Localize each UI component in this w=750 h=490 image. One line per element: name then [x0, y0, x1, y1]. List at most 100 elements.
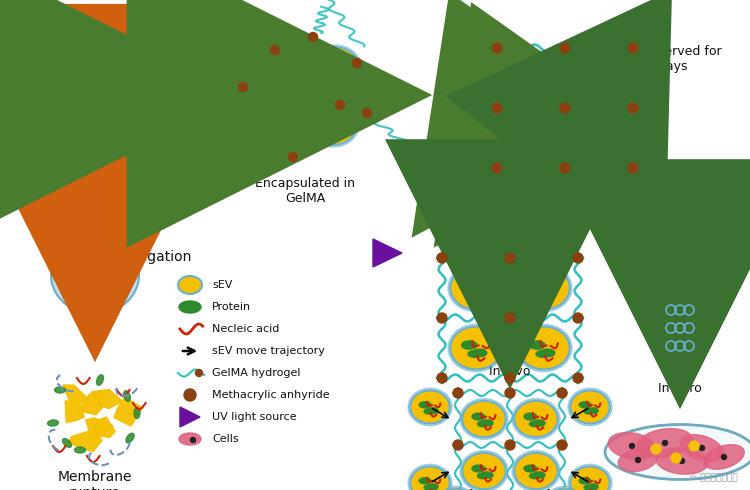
- Ellipse shape: [260, 65, 272, 72]
- Text: Aggregation: Aggregation: [107, 250, 193, 264]
- Ellipse shape: [427, 484, 438, 490]
- Ellipse shape: [320, 119, 334, 126]
- Circle shape: [560, 163, 570, 173]
- Ellipse shape: [517, 131, 532, 139]
- Ellipse shape: [104, 248, 118, 256]
- Ellipse shape: [530, 341, 545, 349]
- Ellipse shape: [66, 242, 114, 282]
- Ellipse shape: [584, 131, 600, 139]
- Ellipse shape: [587, 484, 598, 490]
- Text: GelMA hydrogel: GelMA hydrogel: [212, 368, 301, 378]
- Ellipse shape: [478, 421, 488, 427]
- Polygon shape: [68, 430, 102, 452]
- Ellipse shape: [530, 473, 541, 479]
- Ellipse shape: [109, 125, 124, 133]
- Circle shape: [352, 58, 362, 68]
- Text: Preserved for
28 days: Preserved for 28 days: [638, 45, 722, 73]
- Text: Chemical
crosslinking: Chemical crosslinking: [439, 180, 500, 244]
- Ellipse shape: [88, 291, 100, 296]
- Ellipse shape: [29, 104, 85, 152]
- Ellipse shape: [91, 233, 143, 277]
- Circle shape: [629, 443, 634, 448]
- Ellipse shape: [330, 126, 343, 133]
- Circle shape: [675, 305, 685, 315]
- Circle shape: [184, 389, 196, 401]
- Text: Methacrylic anhyride: Methacrylic anhyride: [212, 390, 330, 400]
- Ellipse shape: [408, 388, 452, 426]
- Ellipse shape: [92, 289, 105, 296]
- Text: Membrane
rupture: Membrane rupture: [58, 470, 132, 490]
- Circle shape: [437, 253, 447, 263]
- Text: sEV: sEV: [212, 280, 232, 290]
- Ellipse shape: [251, 102, 295, 138]
- Ellipse shape: [270, 121, 283, 128]
- Ellipse shape: [110, 257, 122, 264]
- Circle shape: [628, 43, 638, 53]
- Ellipse shape: [51, 240, 95, 276]
- Text: 4°C in PBS: 4°C in PBS: [92, 175, 158, 188]
- Ellipse shape: [591, 141, 604, 147]
- Circle shape: [453, 440, 463, 450]
- Ellipse shape: [516, 455, 556, 488]
- Ellipse shape: [478, 473, 488, 479]
- Ellipse shape: [68, 244, 112, 280]
- Circle shape: [505, 253, 515, 263]
- Ellipse shape: [524, 413, 537, 420]
- Circle shape: [560, 103, 570, 113]
- Ellipse shape: [66, 260, 78, 267]
- Circle shape: [722, 455, 727, 460]
- Ellipse shape: [530, 281, 545, 289]
- Circle shape: [680, 459, 685, 464]
- Ellipse shape: [460, 451, 508, 490]
- Ellipse shape: [472, 289, 487, 297]
- Ellipse shape: [568, 388, 612, 426]
- Circle shape: [684, 305, 694, 315]
- Ellipse shape: [572, 468, 608, 490]
- Ellipse shape: [408, 464, 452, 490]
- Circle shape: [560, 43, 570, 53]
- Ellipse shape: [60, 251, 74, 259]
- Ellipse shape: [516, 403, 556, 436]
- Ellipse shape: [541, 289, 555, 297]
- Ellipse shape: [82, 282, 96, 289]
- Ellipse shape: [638, 429, 693, 457]
- Text: In vitro: In vitro: [658, 382, 702, 395]
- Circle shape: [492, 103, 502, 113]
- Ellipse shape: [311, 107, 355, 143]
- Ellipse shape: [260, 114, 274, 121]
- Circle shape: [505, 313, 515, 323]
- Circle shape: [666, 341, 676, 351]
- Text: Encapsulated in
GelMA: Encapsulated in GelMA: [255, 177, 355, 205]
- Polygon shape: [665, 310, 695, 358]
- Ellipse shape: [313, 49, 357, 85]
- Circle shape: [505, 373, 515, 383]
- Ellipse shape: [26, 42, 74, 82]
- Ellipse shape: [573, 56, 625, 99]
- Ellipse shape: [42, 65, 56, 71]
- Ellipse shape: [102, 44, 158, 92]
- Circle shape: [628, 163, 638, 173]
- Ellipse shape: [514, 401, 558, 438]
- Ellipse shape: [114, 256, 127, 263]
- Circle shape: [437, 373, 447, 383]
- Ellipse shape: [704, 445, 744, 469]
- Ellipse shape: [543, 486, 587, 490]
- Ellipse shape: [536, 291, 550, 297]
- Circle shape: [196, 369, 202, 376]
- Ellipse shape: [472, 349, 487, 357]
- Ellipse shape: [584, 409, 594, 414]
- Ellipse shape: [517, 71, 532, 79]
- Ellipse shape: [512, 398, 560, 440]
- Ellipse shape: [309, 45, 361, 89]
- Ellipse shape: [71, 268, 119, 308]
- Ellipse shape: [24, 40, 76, 84]
- Ellipse shape: [505, 116, 557, 160]
- Circle shape: [557, 440, 567, 450]
- Ellipse shape: [460, 398, 508, 440]
- Circle shape: [684, 341, 694, 351]
- Ellipse shape: [95, 237, 139, 273]
- Polygon shape: [661, 300, 699, 310]
- Ellipse shape: [419, 478, 430, 484]
- Ellipse shape: [468, 350, 482, 357]
- Ellipse shape: [62, 439, 71, 447]
